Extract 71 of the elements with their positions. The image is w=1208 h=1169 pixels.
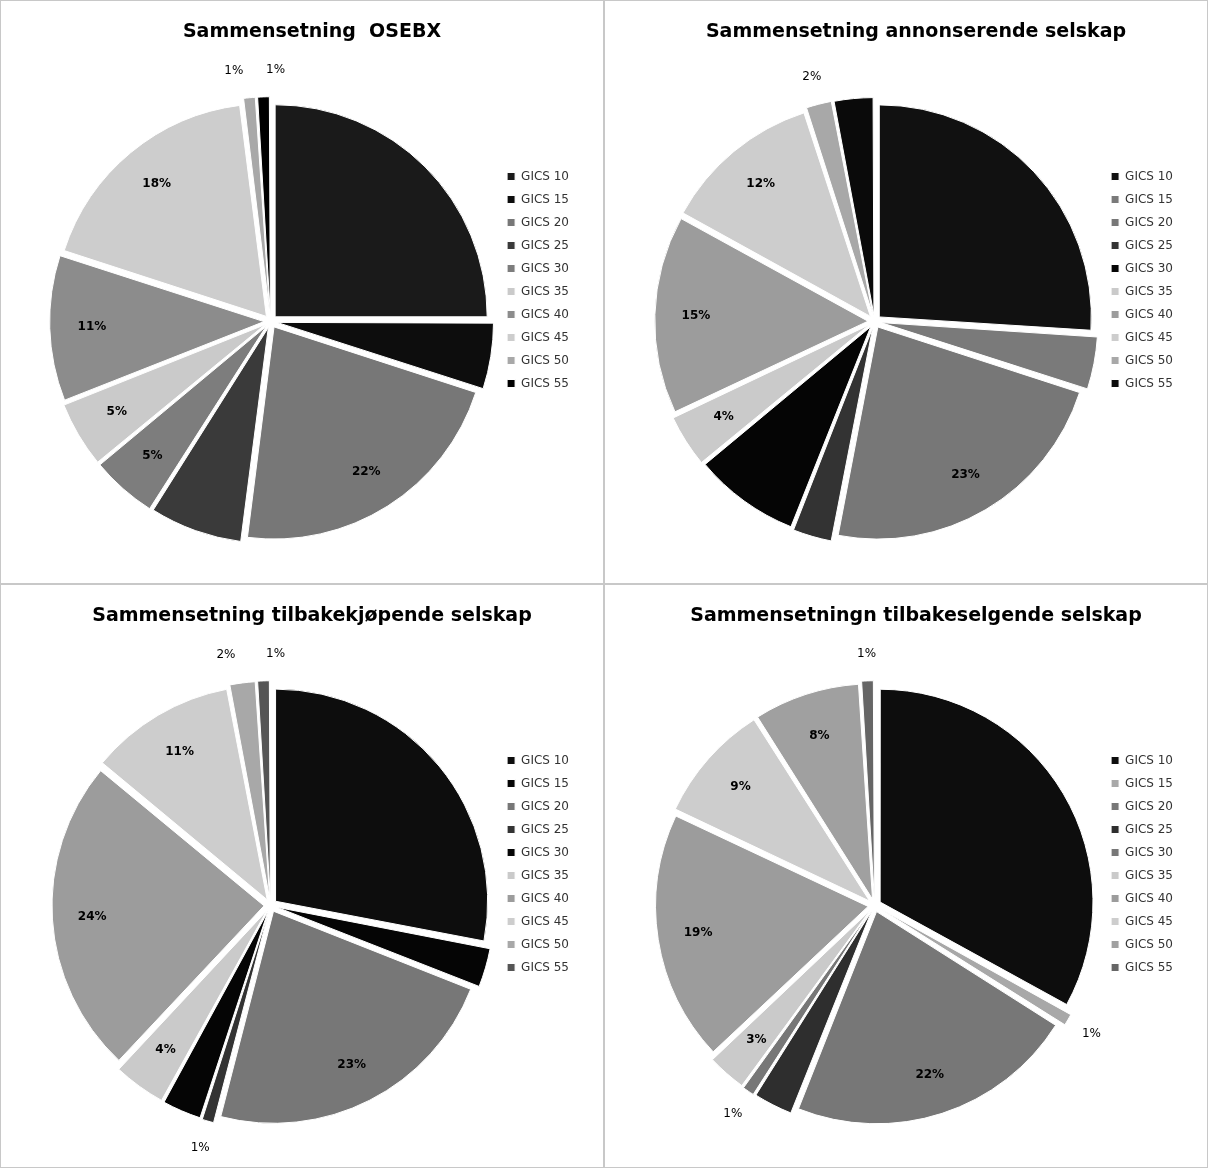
- legend-label: GICS 50: [521, 936, 569, 951]
- legend-label: GICS 10: [1125, 168, 1173, 183]
- legend-label: GICS 10: [521, 752, 569, 767]
- legend-label: GICS 30: [1125, 260, 1173, 275]
- legend-label: GICS 35: [521, 283, 569, 298]
- legend-label: GICS 20: [521, 798, 569, 813]
- data-label: 4%: [155, 1042, 176, 1057]
- legend-label: GICS 30: [521, 844, 569, 859]
- data-label: 22%: [915, 1067, 945, 1082]
- data-label: 1%: [723, 1105, 743, 1120]
- data-label: 1%: [224, 62, 244, 77]
- data-label: 1%: [266, 61, 286, 76]
- chart-title: Sammensetning annonserende selskap: [705, 19, 1127, 42]
- legend-label: GICS 45: [1125, 329, 1173, 344]
- data-label: 23%: [337, 1056, 367, 1071]
- data-label: 4%: [713, 409, 734, 424]
- legend-label: GICS 40: [521, 306, 569, 321]
- legend-label: GICS 45: [521, 329, 569, 344]
- legend-label: GICS 15: [521, 775, 569, 790]
- data-label: 18%: [142, 175, 172, 190]
- legend-label: GICS 15: [1125, 775, 1173, 790]
- legend-label: GICS 50: [521, 352, 569, 367]
- legend-label: GICS 50: [1125, 352, 1173, 367]
- legend-label: GICS 40: [521, 890, 569, 905]
- legend-label: GICS 40: [1125, 306, 1173, 321]
- legend-label: GICS 30: [521, 260, 569, 275]
- data-label: 5%: [142, 447, 163, 462]
- legend-label: GICS 35: [521, 867, 569, 882]
- data-label: 8%: [809, 727, 830, 742]
- chart-title: Sammensetning OSEBX: [182, 19, 442, 42]
- data-label: 2%: [216, 647, 236, 662]
- legend-label: GICS 55: [521, 375, 569, 390]
- data-label: 19%: [683, 925, 713, 940]
- legend-label: GICS 55: [1125, 375, 1173, 390]
- chart-title: Sammensetningn tilbakeselgende selskap: [690, 603, 1142, 626]
- data-label: 9%: [730, 779, 751, 794]
- legend-label: GICS 40: [1125, 890, 1173, 905]
- data-label: 5%: [106, 404, 127, 419]
- legend-label: GICS 25: [521, 821, 569, 836]
- legend-label: GICS 35: [1125, 283, 1173, 298]
- data-label: 11%: [165, 743, 194, 758]
- data-label: 3%: [746, 1031, 767, 1046]
- data-label: 1%: [190, 1139, 210, 1154]
- data-label: 1%: [1081, 1025, 1102, 1040]
- data-label: 23%: [951, 467, 980, 482]
- legend-label: GICS 45: [1125, 913, 1173, 928]
- legend-label: GICS 45: [521, 913, 569, 928]
- data-label: 2%: [802, 69, 822, 84]
- data-label: 1%: [266, 645, 286, 660]
- legend-label: GICS 20: [1125, 798, 1173, 813]
- chart-title: Sammensetning tilbakekjøpende selskap: [92, 603, 532, 626]
- data-label: 22%: [351, 464, 381, 479]
- legend-label: GICS 10: [1125, 752, 1173, 767]
- legend-label: GICS 25: [1125, 237, 1173, 252]
- legend-label: GICS 50: [1125, 936, 1173, 951]
- data-label: 24%: [77, 908, 107, 923]
- data-label: 12%: [746, 175, 776, 190]
- legend-label: GICS 15: [521, 191, 569, 206]
- data-label: 11%: [77, 319, 107, 334]
- legend-label: GICS 55: [521, 959, 569, 974]
- legend-label: GICS 55: [1125, 959, 1173, 974]
- legend-label: GICS 25: [521, 237, 569, 252]
- legend-label: GICS 25: [1125, 821, 1173, 836]
- data-label: 1%: [857, 645, 877, 660]
- legend-label: GICS 35: [1125, 867, 1173, 882]
- legend-label: GICS 10: [521, 168, 569, 183]
- legend-label: GICS 20: [521, 214, 569, 229]
- legend-label: GICS 20: [1125, 214, 1173, 229]
- legend-label: GICS 15: [1125, 191, 1173, 206]
- legend-label: GICS 30: [1125, 844, 1173, 859]
- data-label: 15%: [681, 307, 711, 322]
